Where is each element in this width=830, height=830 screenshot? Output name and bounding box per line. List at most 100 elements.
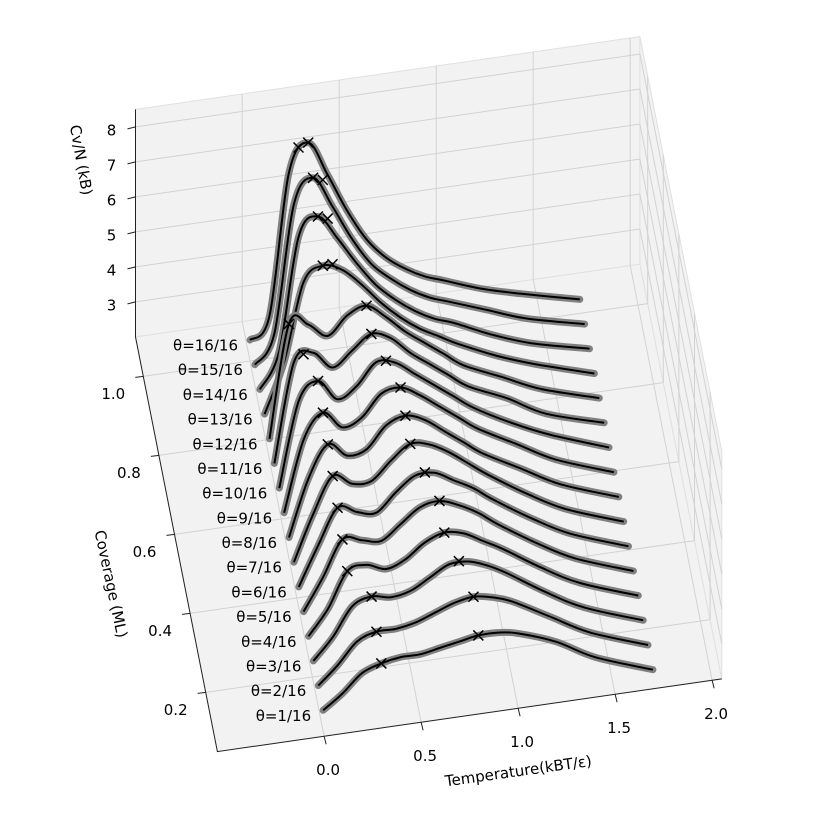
peak-marker [453,555,465,567]
grid-line [135,228,640,303]
grid [127,38,723,753]
peak-marker [399,410,411,422]
tick-mark [127,161,136,165]
grid-line [205,619,711,693]
curve [273,332,605,464]
curve [288,414,620,538]
peak-marker [394,381,407,394]
grid-line [241,321,325,737]
grid-line [639,54,723,469]
x-tick-label: 1.5 [607,719,631,737]
z-tick-label: 3 [107,296,117,314]
grid-line [435,293,519,709]
peak-marker [292,141,305,154]
series-label: θ=7/16 [226,559,281,577]
x-tick-label: 0.0 [316,761,340,779]
series-label: θ=13/16 [188,411,253,429]
tick-mark [197,691,206,694]
peak-marker [360,300,373,312]
peak-marker [341,565,353,577]
grid-line [639,89,723,504]
peak-marker [404,438,416,450]
curve [258,215,590,390]
y-tick-label: 0.2 [164,701,188,719]
z-tick-label: 6 [107,191,117,209]
grid-line [135,88,640,163]
grid-line [174,461,679,535]
peak-marker [336,533,348,545]
grid-line [135,123,640,198]
y-tick-label: 0.8 [117,464,141,482]
grid-line [639,194,723,609]
curve [268,304,600,439]
series-label: θ=11/16 [197,460,262,478]
side-pane [639,36,723,679]
tick-mark [127,196,136,200]
series-label: θ=10/16 [202,485,267,503]
peak-marker [380,355,392,367]
series-label: θ=9/16 [217,509,272,527]
grid-line [135,193,640,268]
tick-mark [127,126,136,130]
series-label: θ=15/16 [178,361,243,379]
z-axis-label: Cv/N (kB) [66,124,96,197]
tick-mark [150,454,159,457]
tick-mark [182,612,191,615]
tick-mark [711,680,715,689]
y-tick-label: 1.0 [101,385,125,403]
peak-marker [467,591,479,603]
grid-line [639,159,723,574]
tick-mark [614,694,618,703]
curve [312,560,644,662]
peak-marker [332,502,344,514]
tick-mark [166,533,175,536]
tick-mark [323,736,327,745]
y-axis-label: Coverage (ML) [91,528,131,639]
peak-marker [317,174,329,186]
x-tick-label: 2.0 [704,705,728,723]
tick-mark [135,375,144,378]
curves [246,137,657,714]
tick-mark [127,301,136,305]
y-tick-label: 0.6 [133,543,157,561]
tick-mark [420,722,424,731]
tick-mark [127,231,136,235]
series-label: θ=14/16 [183,386,248,404]
peak-marker [366,591,378,603]
x-tick-label: 0.5 [413,747,437,765]
peak-marker [433,495,445,507]
peak-marker [297,348,310,360]
y-tick-label: 0.4 [148,622,172,640]
series-label: θ=4/16 [241,633,296,651]
tick-mark [127,266,136,270]
peak-marker [375,657,387,669]
grid-line [135,158,640,233]
grid-line [639,124,723,539]
peak-marker [283,318,295,330]
grid-line [135,53,640,128]
peak-marker [322,213,334,225]
grid-line [639,229,723,644]
x-axis-label: Temperature(kBT/ε) [443,752,593,791]
series-label: θ=5/16 [236,608,291,626]
series-label: θ=6/16 [231,583,286,601]
peak-marker [302,137,314,149]
peak-marker [312,210,324,223]
curve [322,631,654,712]
peak-marker [312,375,324,387]
series-label: θ=12/16 [193,435,258,453]
peak-marker [317,407,329,419]
grid-line [629,265,713,681]
curve [317,595,649,687]
z-tick-label: 7 [107,156,117,174]
z-tick-label: 4 [107,261,117,279]
peak-marker [419,466,431,478]
peak-marker [326,258,339,270]
peak-marker [365,328,377,340]
tick-mark [517,708,521,717]
series-label: θ=16/16 [173,337,238,355]
z-tick-label: 5 [107,226,117,244]
curve [263,264,595,415]
